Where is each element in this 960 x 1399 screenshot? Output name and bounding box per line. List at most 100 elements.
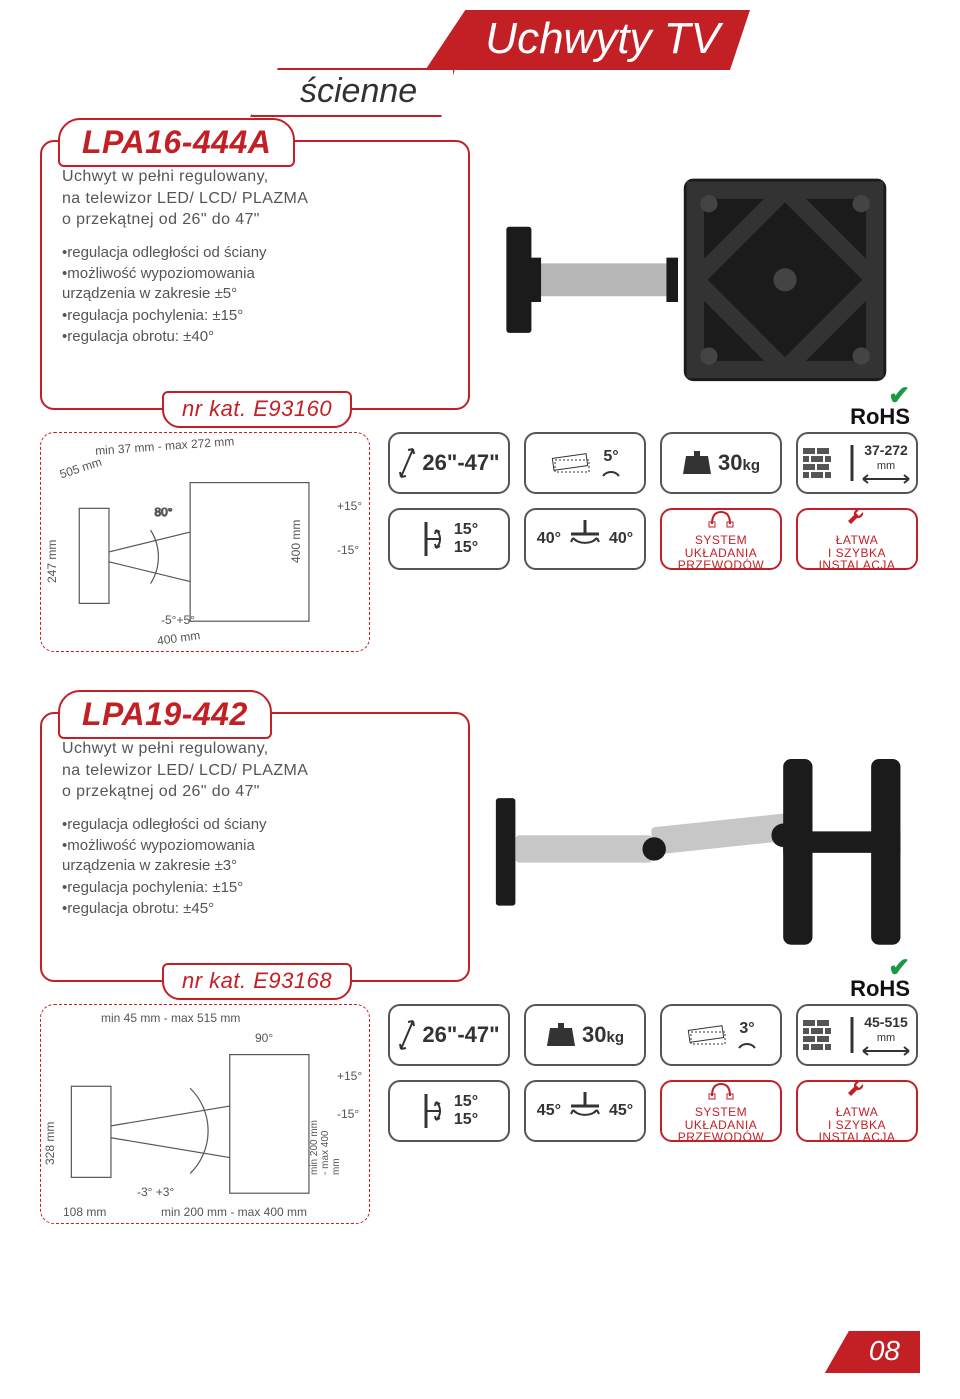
catalog-number: nr kat. E93168	[162, 963, 352, 1000]
pill-value: 30	[718, 450, 742, 475]
pill-easy-install: ŁATWA I SZYBKA INSTALACJA	[796, 1080, 918, 1142]
pill-value: 45-515	[864, 1014, 908, 1030]
rohs-label: RoHS	[850, 976, 910, 1002]
check-icon: ✔	[850, 388, 910, 404]
pill-value: 15°	[454, 521, 478, 539]
pill-label: ŁATWA I SZYBKA INSTALACJA	[819, 534, 896, 572]
pill-screen-size: 26"-47"	[388, 432, 510, 494]
wrench-icon	[846, 1078, 868, 1100]
pill-unit: kg	[606, 1029, 624, 1046]
pill-unit: mm	[877, 460, 895, 472]
swivel-icon	[567, 518, 603, 560]
tilt-icon	[420, 1090, 448, 1132]
pill-level: 3°	[660, 1004, 782, 1066]
spec-area: min 45 mm - max 515 mm 90° 328 mm 108 mm…	[40, 1004, 920, 1224]
pill-value: 26"-47"	[422, 450, 499, 476]
pill-value: 45°	[609, 1102, 633, 1120]
mount-illustration	[490, 140, 920, 410]
svg-text:80°: 80°	[155, 505, 173, 519]
pill-value: 3°	[739, 1020, 754, 1038]
dimension-diagram: 80° min 37 mm - max 272 mm 505 mm 247 mm…	[40, 432, 370, 652]
pill-swivel: 45° 45°	[524, 1080, 646, 1142]
level-icon	[685, 1018, 731, 1052]
pill-weight: 30kg	[524, 1004, 646, 1066]
feature-item: •regulacja odległości od ściany	[62, 243, 448, 263]
catalog-number: nr kat. E93160	[162, 391, 352, 428]
pill-cable-system: SYSTEM UKŁADANIA PRZEWODÓW	[660, 508, 782, 570]
feature-item: •regulacja pochylenia: ±15°	[62, 306, 448, 326]
pill-cable-system: SYSTEM UKŁADANIA PRZEWODÓW	[660, 1080, 782, 1142]
feature-item: •możliwość wypoziomowania urządzenia w z…	[62, 836, 448, 877]
cable-icon	[708, 1078, 734, 1100]
wall-icon	[803, 1020, 831, 1050]
dim-depth: min 45 mm - max 515 mm	[101, 1011, 240, 1025]
dim-height: 328 mm	[43, 1122, 57, 1165]
feature-item: •możliwość wypoziomowania urządzenia w z…	[62, 264, 448, 305]
diagonal-arrow-icon	[398, 1018, 416, 1052]
dimension-diagram: min 45 mm - max 515 mm 90° 328 mm 108 mm…	[40, 1004, 370, 1224]
rohs-badge: ✔ RoHS	[850, 388, 910, 430]
distance-icon	[837, 1015, 855, 1055]
dim-plate-h: min 200 mm - max 400 mm	[309, 1115, 342, 1175]
wrench-icon	[846, 506, 868, 528]
product-block-2: LPA19-442 Uchwyt w pełni regulowany, na …	[40, 712, 920, 1224]
pill-label: ŁATWA I SZYBKA INSTALACJA	[819, 1106, 896, 1144]
feature-item: •regulacja obrotu: ±40°	[62, 327, 448, 347]
product-photo	[490, 712, 920, 982]
product-model: LPA19-442	[58, 690, 272, 739]
feature-item: •regulacja pochylenia: ±15°	[62, 878, 448, 898]
pill-tilt: 15° 15°	[388, 1080, 510, 1142]
product-lead: Uchwyt w pełni regulowany, na telewizor …	[62, 738, 448, 803]
pill-value: 15°	[454, 1111, 478, 1129]
pill-swivel: 40° 40°	[524, 508, 646, 570]
pill-wall-distance: 37-272 mm	[796, 432, 918, 494]
product-photo	[490, 140, 920, 410]
dim-width: 108 mm	[63, 1205, 106, 1219]
header-title: Uchwyty TV	[425, 10, 750, 70]
dim-plate-h: 400 mm	[289, 520, 303, 563]
page-header: Uchwyty TV ścienne	[40, 0, 920, 120]
product-lead: Uchwyt w pełni regulowany, na telewizor …	[62, 166, 448, 231]
pill-value: 5°	[603, 448, 618, 466]
level-icon	[549, 446, 595, 480]
spec-pill-grid: ✔ RoHS 26"-47" 30kg 3°	[388, 1004, 920, 1224]
tilt-icon	[420, 518, 448, 560]
dim-level: -5°+5°	[161, 613, 195, 627]
product-features: •regulacja odległości od ściany •możliwo…	[62, 243, 448, 347]
pill-value: 45°	[537, 1102, 561, 1120]
pill-easy-install: ŁATWA I SZYBKA INSTALACJA	[796, 508, 918, 570]
pill-level: 5°	[524, 432, 646, 494]
swivel-icon	[567, 1090, 603, 1132]
pill-value: 40°	[609, 530, 633, 548]
arc-icon	[737, 1038, 757, 1050]
pill-wall-distance: 45-515 mm	[796, 1004, 918, 1066]
distance-icon	[837, 443, 855, 483]
header-subtitle: ścienne	[250, 68, 455, 117]
product-description-box: LPA16-444A Uchwyt w pełni regulowany, na…	[40, 140, 470, 410]
product-block-1: LPA16-444A Uchwyt w pełni regulowany, na…	[40, 140, 920, 652]
product-features: •regulacja odległości od ściany •możliwo…	[62, 815, 448, 919]
feature-item: •regulacja obrotu: ±45°	[62, 899, 448, 919]
weight-icon	[682, 450, 712, 476]
double-arrow-icon	[861, 474, 911, 484]
diagonal-arrow-icon	[398, 446, 416, 480]
cable-icon	[708, 506, 734, 528]
check-icon: ✔	[850, 960, 910, 976]
dim-level: -3° +3°	[137, 1185, 174, 1199]
weight-icon	[546, 1022, 576, 1048]
schematic-svg	[51, 1015, 359, 1213]
dim-tilt-up: +15°	[337, 1069, 362, 1083]
spec-pill-grid: ✔ RoHS 26"-47" 5°	[388, 432, 920, 652]
page-number: 08	[825, 1331, 920, 1373]
rohs-badge: ✔ RoHS	[850, 960, 910, 1002]
pill-label: SYSTEM UKŁADANIA PRZEWODÓW	[678, 1106, 765, 1144]
mount-illustration	[490, 712, 920, 982]
pill-weight: 30kg	[660, 432, 782, 494]
pill-value: 15°	[454, 539, 478, 557]
pill-value: 40°	[537, 530, 561, 548]
dim-swivel: 90°	[255, 1031, 273, 1045]
pill-unit: mm	[877, 1032, 895, 1044]
dim-tilt-dn: -15°	[337, 543, 359, 557]
double-arrow-icon	[861, 1046, 911, 1056]
arc-icon	[601, 466, 621, 478]
